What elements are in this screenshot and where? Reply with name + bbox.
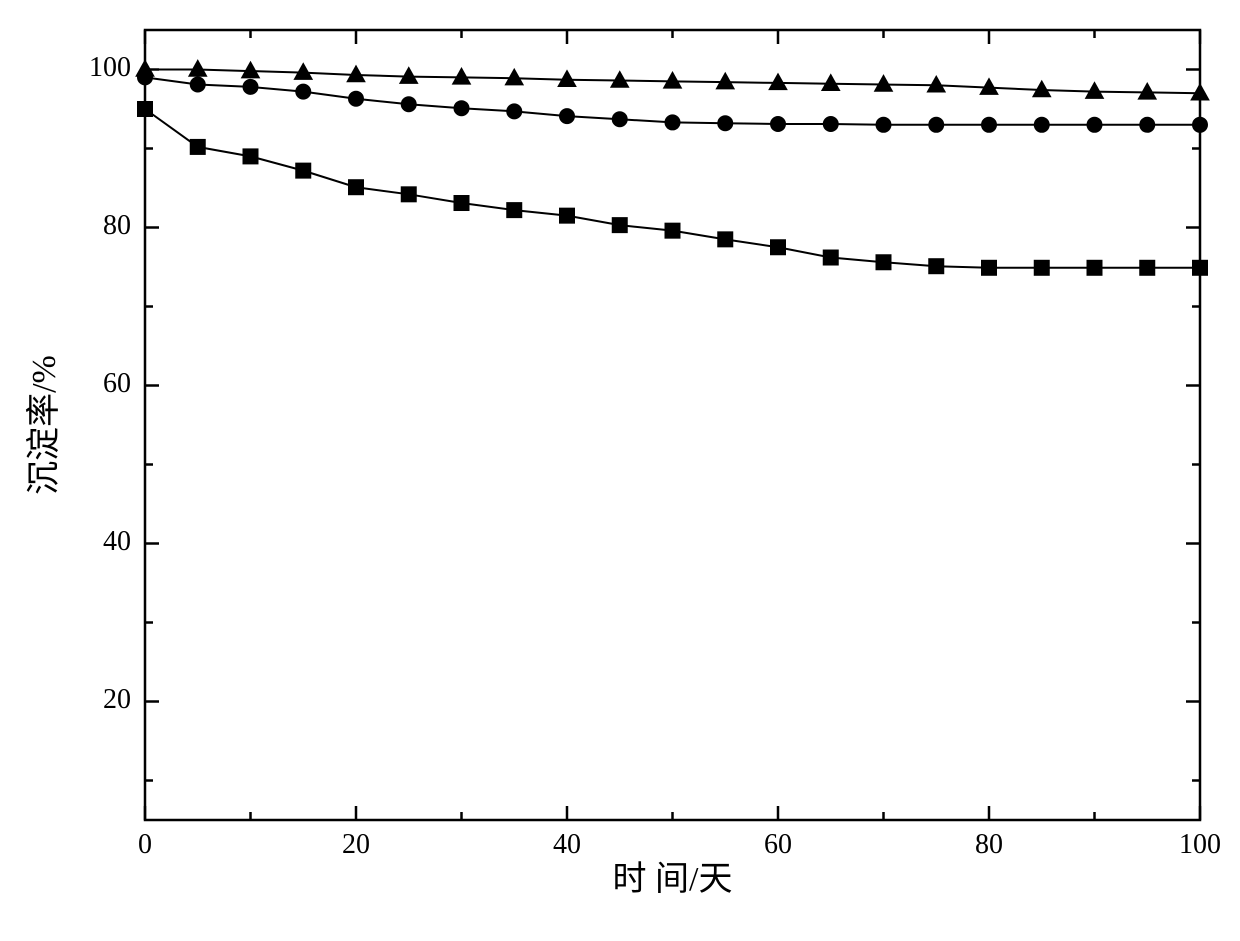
x-tick-label: 100	[1179, 829, 1221, 860]
y-tick-label: 80	[103, 210, 131, 241]
x-tick-label: 80	[975, 829, 1003, 860]
x-tick-label: 0	[138, 829, 152, 860]
line-chart: 0 20 40 60 80 100 20 40 60 80 100 时 间/天 沉淀率/%	[0, 0, 1240, 941]
x-axis-label: 时 间/天	[613, 861, 733, 898]
x-tick-label: 40	[553, 829, 581, 860]
y-tick-label: 40	[103, 526, 131, 557]
y-tick-label: 60	[103, 368, 131, 399]
y-axis-label: 沉淀率/%	[25, 355, 63, 495]
chart-container: 0 20 40 60 80 100 20 40 60 80 100 时 间/天 沉淀率/%	[0, 0, 1240, 941]
x-tick-label: 20	[342, 829, 370, 860]
x-tick-label: 60	[764, 829, 792, 860]
y-tick-label: 100	[89, 52, 131, 83]
y-tick-label: 20	[103, 684, 131, 715]
